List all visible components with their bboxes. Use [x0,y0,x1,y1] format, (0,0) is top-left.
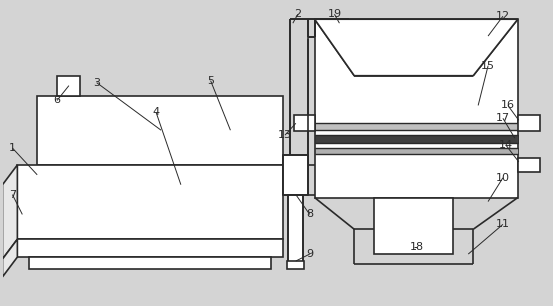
Polygon shape [3,239,17,277]
Bar [29,257,271,269]
Bar [57,76,80,95]
Text: 3: 3 [93,78,100,88]
Text: 5: 5 [207,76,214,86]
Bar [315,123,518,130]
Bar [17,165,283,239]
Text: 10: 10 [496,173,510,183]
Text: 1: 1 [9,143,16,153]
Bar [518,115,540,131]
Polygon shape [3,165,17,259]
Bar [315,19,518,198]
Bar [294,115,315,131]
Bar [374,198,453,254]
Text: 13: 13 [278,130,292,140]
Bar [518,158,540,172]
Bar [315,135,518,143]
Text: 11: 11 [496,219,510,229]
Text: 16: 16 [501,100,515,110]
Text: 17: 17 [496,113,510,123]
Text: 8: 8 [306,209,313,219]
Text: 19: 19 [327,9,342,19]
Bar [37,95,283,165]
Text: 4: 4 [153,107,160,118]
Text: 18: 18 [410,242,424,252]
Text: 2: 2 [294,9,301,19]
Polygon shape [315,19,518,76]
Bar [287,261,304,269]
Text: 9: 9 [306,249,313,259]
Bar [283,155,307,195]
Text: 14: 14 [499,140,513,150]
Bar [315,148,518,154]
Bar [288,195,302,264]
Text: 6: 6 [54,95,60,106]
Text: 12: 12 [496,11,510,21]
Text: 15: 15 [481,61,495,71]
Bar [17,239,283,257]
Text: 7: 7 [9,190,16,200]
